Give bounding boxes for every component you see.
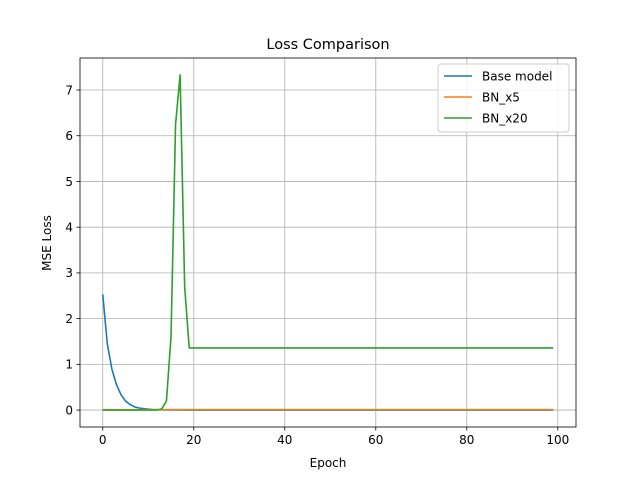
axes-frame — [79, 57, 577, 428]
x-tick-label: 60 — [368, 433, 383, 447]
x-tick-label: 0 — [99, 433, 107, 447]
grid-lines — [80, 58, 576, 427]
y-tick-label: 7 — [65, 83, 73, 97]
y-axis-label: MSE Loss — [40, 215, 54, 271]
y-tick-label: 0 — [65, 403, 73, 417]
legend-label-bn-x20: BN_x20 — [482, 112, 528, 126]
legend-box — [437, 63, 570, 133]
series-line-bn-x20 — [102, 74, 554, 411]
x-tick-label: 40 — [277, 433, 292, 447]
axis-ticks: 0 20 40 60 80 100 0 1 2 3 4 5 6 7 — [65, 83, 569, 447]
legend-label-base-model: Base model — [482, 70, 552, 84]
x-axis-label: Epoch — [310, 456, 347, 470]
legend: Base model BN_x5 BN_x20 — [437, 63, 570, 133]
y-tick-label: 2 — [65, 312, 73, 326]
y-tick-label: 3 — [65, 266, 73, 280]
legend-label-bn-x5: BN_x5 — [482, 91, 520, 105]
x-tick-label: 100 — [546, 433, 569, 447]
y-tick-label: 5 — [65, 175, 73, 189]
y-tick-label: 4 — [65, 220, 73, 234]
x-tick-label: 80 — [459, 433, 474, 447]
series-lines — [101, 74, 554, 411]
y-tick-label: 6 — [65, 129, 73, 143]
y-tick-label: 1 — [65, 358, 73, 372]
chart-title: Loss Comparison — [266, 37, 389, 53]
x-tick-label: 20 — [186, 433, 201, 447]
